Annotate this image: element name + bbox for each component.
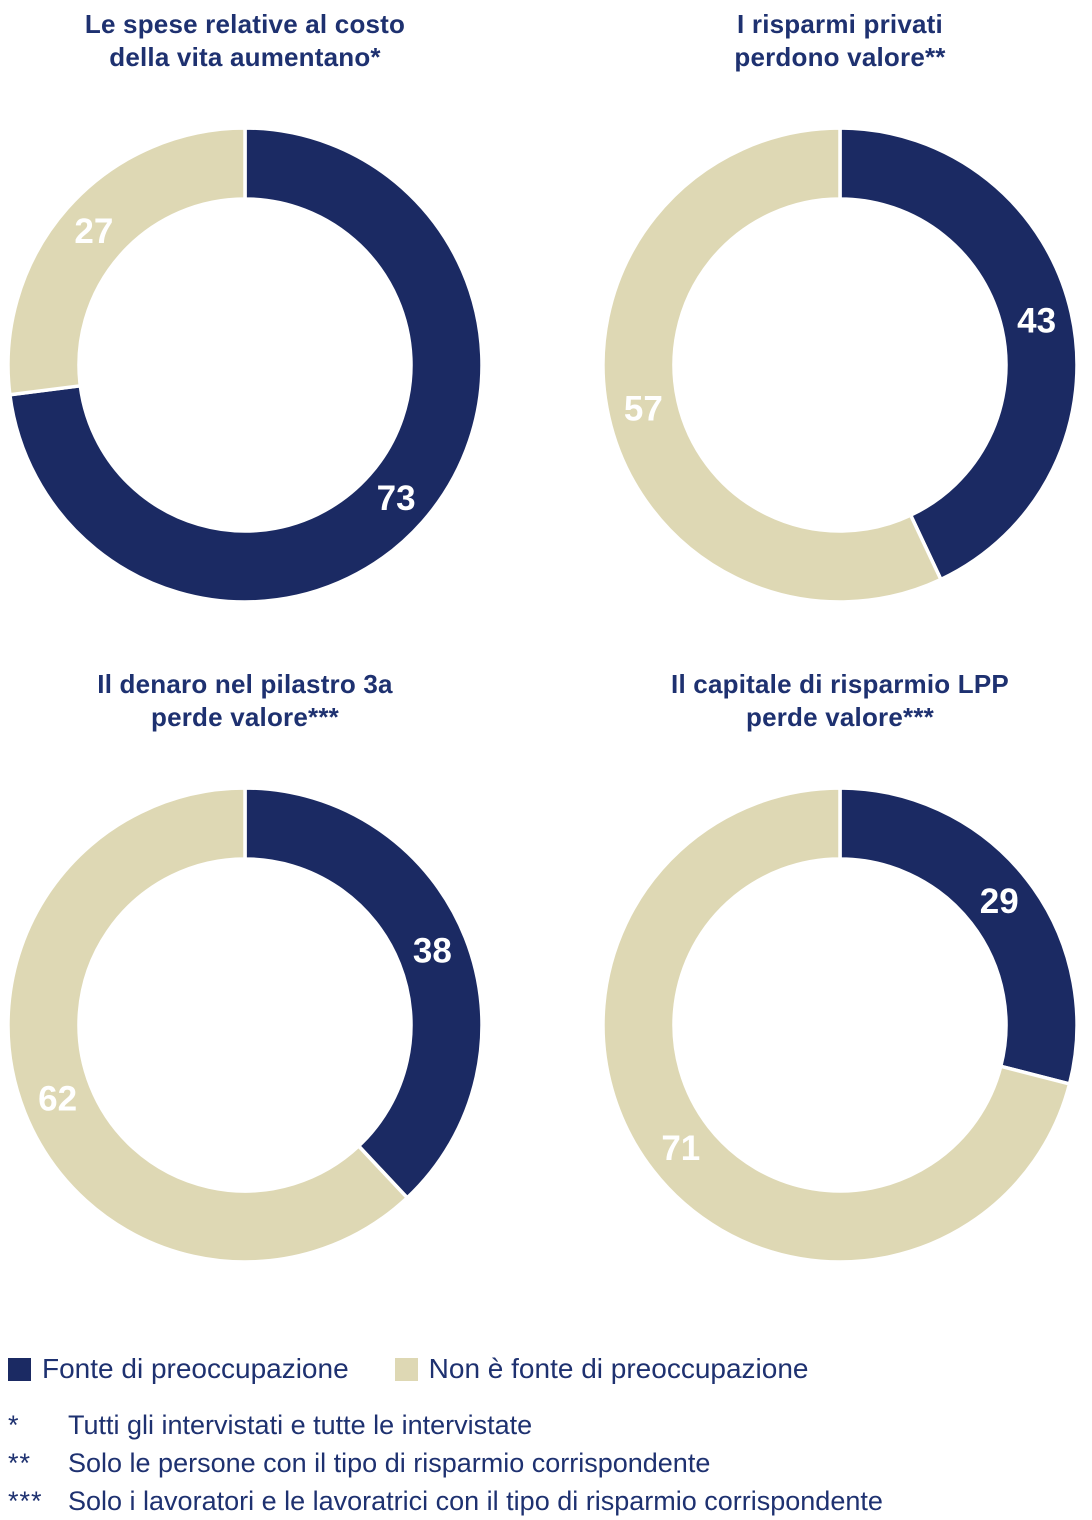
slice-value-label: 62	[38, 1080, 77, 1119]
donut-slice-concern	[243, 786, 484, 1200]
chart-title: Il capitale di risparmio LPP perde valor…	[595, 668, 1085, 734]
donut-chart-cost-of-living: 73 27	[6, 126, 484, 604]
chart-title-line-2: della vita aumentano*	[109, 42, 381, 72]
footnote-text: Solo le persone con il tipo di risparmio…	[68, 1448, 711, 1478]
chart-title-line-1: Le spese relative al costo	[84, 9, 406, 39]
legend-item-concern: Fonte di preoccupazione	[8, 1353, 349, 1385]
donut-slice-no_concern	[601, 786, 1072, 1264]
chart-legend: Fonte di preoccupazione Non è fonte di p…	[0, 1353, 1092, 1385]
footnote-row: * Tutti gli intervistati e tutte le inte…	[8, 1406, 1092, 1444]
donut-slice-concern	[838, 126, 1079, 582]
chart-title-line-2: perdono valore**	[734, 42, 946, 72]
chart-title-line-1: I risparmi privati	[737, 9, 943, 39]
donut-chart-private-savings: 43 57	[601, 126, 1079, 604]
slice-value-label: 71	[661, 1129, 700, 1168]
legend-swatch-concern	[8, 1357, 31, 1381]
footnote-marker: **	[8, 1448, 32, 1478]
slice-value-label: 27	[74, 212, 113, 251]
slice-value-label: 43	[1017, 302, 1056, 341]
slice-value-label: 38	[413, 931, 452, 970]
chart-title: I risparmi privati perdono valore**	[595, 8, 1085, 74]
chart-title: Le spese relative al costo della vita au…	[0, 8, 490, 74]
chart-title-line-1: Il denaro nel pilastro 3a	[97, 669, 393, 699]
footnote-marker: *	[8, 1410, 20, 1440]
footnotes: * Tutti gli intervistati e tutte le inte…	[0, 1406, 1092, 1520]
slice-value-label: 57	[624, 389, 663, 428]
chart-block-lpp-capital: Il capitale di risparmio LPP perde valor…	[595, 668, 1085, 1270]
donut-slice-concern	[8, 126, 484, 604]
donut-slice-no_concern	[601, 126, 943, 604]
chart-title-line-1: Il capitale di risparmio LPP	[671, 669, 1009, 699]
chart-title-line-2: perde valore***	[151, 702, 339, 732]
footnote-row: *** Solo i lavoratori e le lavoratrici c…	[8, 1482, 1092, 1520]
chart-block-cost-of-living: Le spese relative al costo della vita au…	[0, 8, 490, 610]
footnote-marker: ***	[8, 1486, 43, 1516]
legend-item-no-concern: Non è fonte di preoccupazione	[394, 1353, 809, 1385]
footnote-row: ** Solo le persone con il tipo di rispar…	[8, 1444, 1092, 1482]
footnote-text: Solo i lavoratori e le lavoratrici con i…	[68, 1486, 883, 1516]
chart-block-private-savings: I risparmi privati perdono valore** 43 57	[595, 8, 1085, 610]
donut-chart-lpp-capital: 29 71	[601, 786, 1079, 1264]
chart-title-line-2: perde valore***	[746, 702, 934, 732]
chart-title: Il denaro nel pilastro 3a perde valore**…	[0, 668, 490, 734]
footnote-text: Tutti gli intervistati e tutte le interv…	[68, 1410, 533, 1440]
legend-swatch-no-concern	[394, 1357, 418, 1381]
donut-slice-no_concern	[6, 786, 409, 1264]
legend-label: Fonte di preoccupazione	[42, 1353, 349, 1384]
chart-block-pillar-3a: Il denaro nel pilastro 3a perde valore**…	[0, 668, 490, 1270]
legend-label: Non è fonte di preoccupazione	[428, 1353, 809, 1384]
donut-slice-no_concern	[6, 126, 247, 397]
charts-grid: Le spese relative al costo della vita au…	[0, 8, 1092, 1270]
slice-value-label: 73	[377, 479, 416, 518]
donut-slice-concern	[838, 786, 1079, 1086]
slice-value-label: 29	[980, 882, 1019, 921]
donut-chart-pillar-3a: 38 62	[6, 786, 484, 1264]
